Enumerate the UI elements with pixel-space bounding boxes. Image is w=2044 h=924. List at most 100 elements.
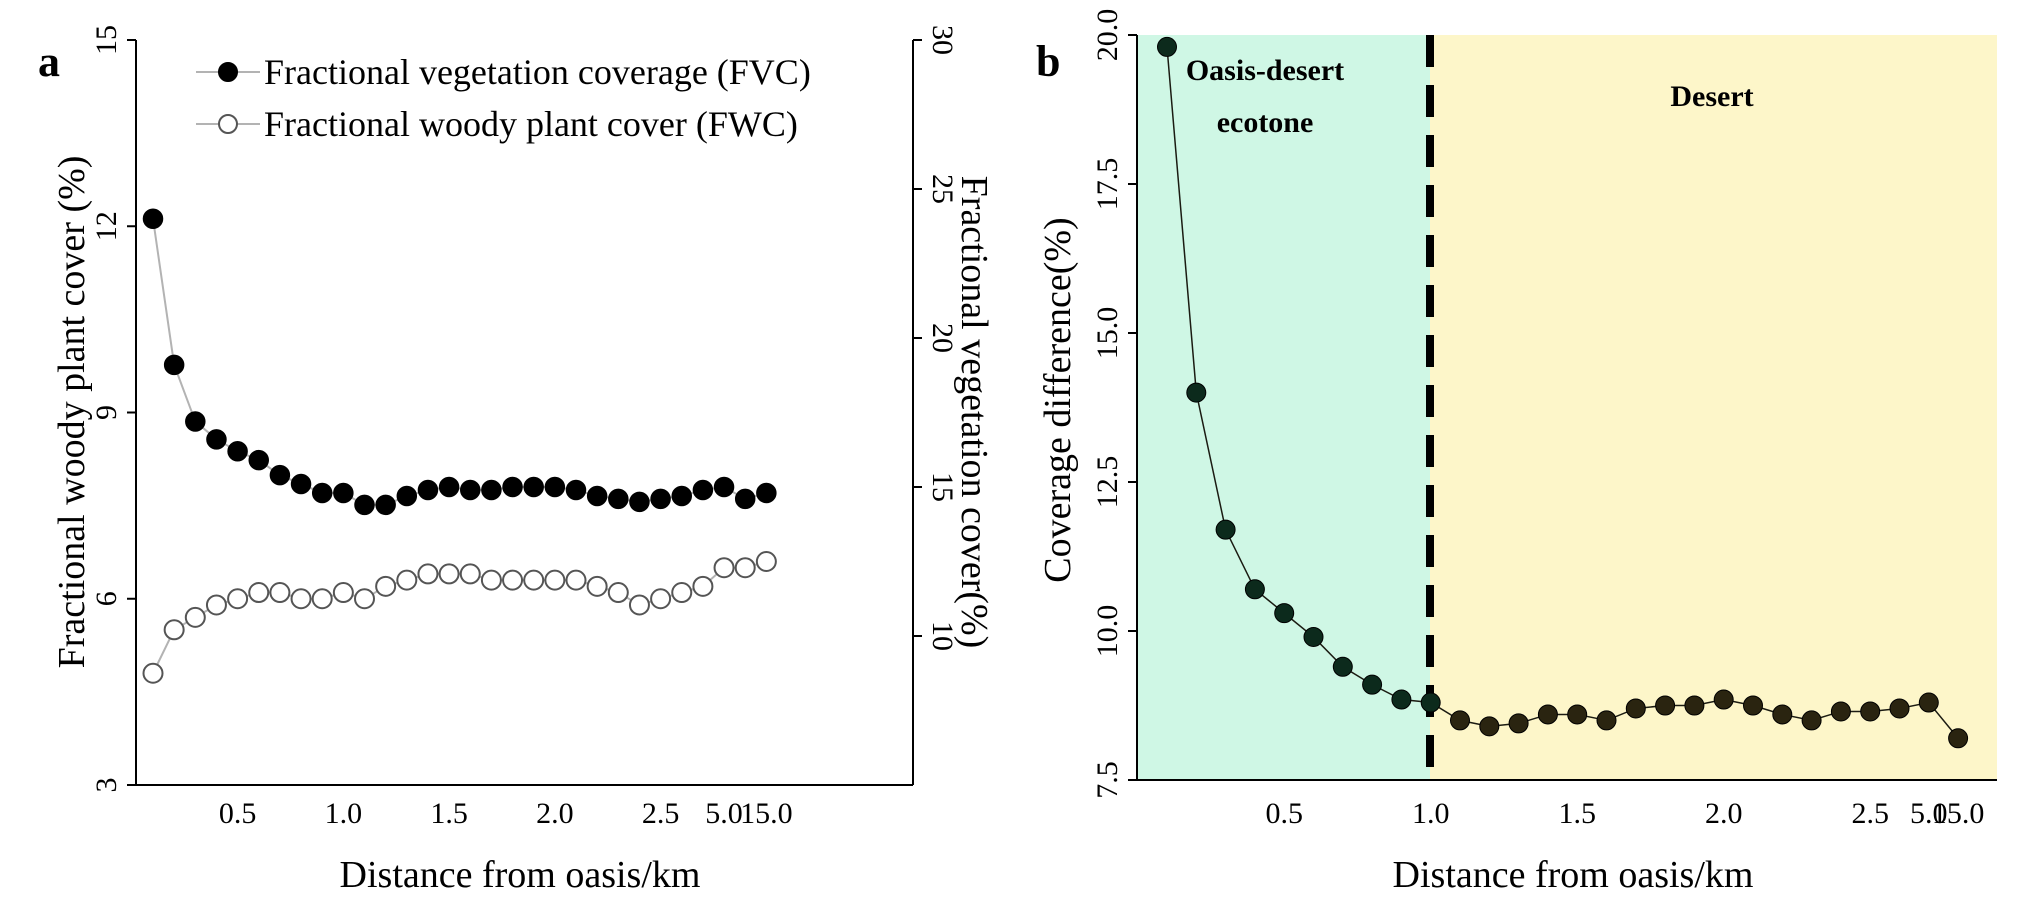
coverage-difference-point	[1391, 689, 1412, 710]
panel-b-y-tick-label: 10.0	[1091, 605, 1124, 658]
fvc-point	[311, 482, 333, 504]
fvc-point	[438, 476, 460, 498]
ecotone-label-line2: ecotone	[1217, 106, 1314, 139]
coverage-difference-point	[1537, 704, 1558, 725]
fwc-point	[544, 569, 566, 591]
coverage-difference-point	[1948, 728, 1969, 749]
fwc-point	[459, 563, 481, 585]
panel-a-left-y-tick-label: 12	[90, 211, 123, 241]
fvc-point	[354, 494, 375, 516]
fvc-point	[206, 429, 227, 450]
panel-a-x-ticks: 0.5 1.0 1.5 2.0 2.5 5.015.0	[219, 797, 793, 830]
panel-a-right-y-tick-label: 30	[926, 25, 959, 55]
panel-a-right-y-tick-label: 20	[926, 323, 959, 353]
fvc-point	[502, 476, 523, 498]
fvc-point	[290, 473, 312, 495]
ecotone-label-line1: Oasis-desert	[1186, 54, 1344, 87]
fvc-point	[671, 485, 692, 507]
fvc-point	[248, 449, 269, 471]
fwc-point	[354, 588, 375, 610]
coverage-difference-point	[1332, 656, 1353, 677]
panel-b-y-tick-label: 12.5	[1091, 456, 1124, 509]
fvc-point	[269, 464, 291, 486]
panel-a-right-y-axis-title: Fractional vegetation cover(%)	[953, 176, 995, 649]
fwc-point	[628, 594, 650, 616]
panel-a-x-axis-title: Distance from oasis/km	[340, 854, 701, 896]
panel-a-letter: a	[38, 37, 60, 86]
coverage-difference-point	[1684, 695, 1705, 716]
fwc-point	[311, 588, 333, 610]
fvc-polyline	[152, 218, 767, 506]
panel-b-x-tick-label: 5.0	[1910, 797, 1948, 830]
coverage-difference-point	[1596, 710, 1617, 731]
panel-a-x-tick-label: 5.0	[705, 797, 743, 830]
desert-label: Desert	[1670, 80, 1753, 113]
fwc-polyline	[152, 560, 767, 674]
fwc-point	[184, 606, 206, 628]
coverage-difference-point	[1772, 704, 1793, 725]
coverage-difference-point	[1830, 701, 1851, 722]
fvc-point	[756, 482, 777, 504]
fvc-point	[586, 485, 608, 507]
panel-a-left-y-tick-label: 6	[90, 591, 123, 606]
fvc-point	[713, 476, 735, 498]
fwc-point	[734, 557, 756, 579]
panel-b-y-axis-title: Coverage difference(%)	[1037, 217, 1079, 582]
ecotone-region	[1137, 35, 1430, 780]
panel-b-x-tick-label: 15.0	[1932, 797, 1985, 830]
coverage-difference-point	[1508, 713, 1529, 734]
fwc-point	[671, 582, 693, 604]
fvc-point	[417, 479, 439, 501]
panel-a-x-tick-label: 15.0	[740, 797, 793, 830]
panel-a-right-y-ticks: 10 15 20 25 30	[913, 25, 959, 651]
fwc-point	[565, 569, 587, 591]
fvc-point	[460, 479, 481, 501]
fwc-series-points	[142, 551, 777, 684]
fvc-point	[227, 440, 248, 462]
panel-b-x-tick-label: 2.0	[1705, 797, 1743, 830]
coverage-difference-point	[1157, 36, 1177, 57]
panel-a-legend: Fractional vegetation coverage (FVC) Fra…	[196, 52, 811, 144]
panel-a-x-tick-label: 2.0	[536, 797, 574, 830]
fvc-point	[565, 479, 587, 501]
fwc-point	[227, 588, 249, 610]
coverage-difference-point	[1743, 695, 1763, 716]
fwc-point	[607, 582, 629, 604]
legend-fwc-label: Fractional woody plant cover (FWC)	[264, 104, 798, 144]
coverage-difference-line	[1166, 46, 1959, 739]
legend-fvc-label: Fractional vegetation coverage (FVC)	[264, 52, 811, 92]
fwc-point	[523, 569, 545, 591]
coverage-difference-point	[1567, 704, 1588, 725]
panel-b-y-tick-label: 15.0	[1091, 307, 1124, 360]
coverage-difference-point	[1889, 698, 1910, 719]
panel-a-x-tick-label: 2.5	[642, 797, 680, 830]
fvc-point	[163, 354, 185, 376]
coverage-difference-point	[1860, 701, 1881, 722]
fwc-point	[269, 582, 291, 604]
panel-a-x-tick-label: 1.0	[325, 797, 363, 830]
fwc-point	[502, 569, 524, 591]
desert-region	[1430, 35, 1997, 780]
coverage-difference-point	[1303, 626, 1324, 647]
coverage-difference-point	[1479, 716, 1500, 737]
panel-a-left-y-axis-title: Fractional woody plant cover (%)	[51, 156, 93, 669]
panel-b-y-tick-label: 7.5	[1091, 761, 1124, 799]
fwc-point	[713, 557, 735, 579]
coverage-difference-point	[1274, 603, 1295, 624]
fvc-point	[185, 411, 206, 432]
panel-b-x-ticks: 0.5 1.0 1.5 2.0 2.5 5.015.0	[1265, 797, 1984, 830]
panel-b-y-tick-label: 17.5	[1091, 158, 1124, 211]
panel-b-letter: b	[1036, 37, 1060, 86]
coverage-difference-polyline	[1166, 46, 1959, 739]
fvc-point	[523, 476, 544, 498]
panel-b: b Oasis-desert ecotone Desert 7.5 10.0 12.…	[1036, 9, 1997, 896]
fvc-point	[375, 494, 396, 516]
panel-b-x-tick-label: 0.5	[1265, 797, 1303, 830]
legend-fwc-marker	[218, 114, 238, 134]
panel-b-y-ticks: 7.5 10.0 12.5 15.0 17.5 20.0	[1091, 9, 1137, 799]
fvc-series-line	[152, 218, 767, 506]
fwc-point	[332, 582, 354, 604]
panel-b-x-tick-label: 2.5	[1851, 797, 1889, 830]
